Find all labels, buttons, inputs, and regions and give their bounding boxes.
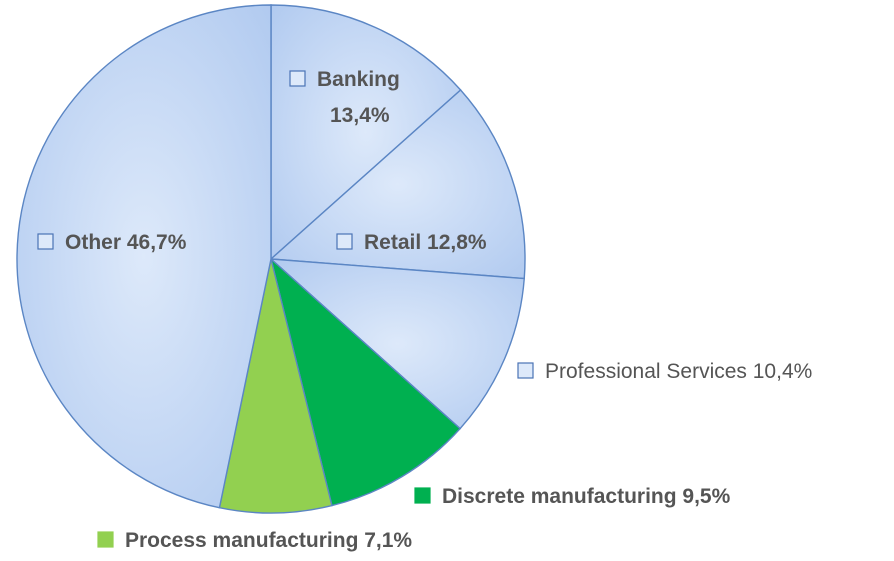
legend-swatch (414, 487, 431, 504)
pie-slice-banking (270, 4, 462, 261)
pie-slice-professional-services (268, 258, 526, 430)
label-banking: Banking 13,4% (289, 68, 400, 127)
label-retail: Retail 12,8% (336, 231, 487, 254)
slice-label: Other 46,7% (65, 231, 187, 254)
legend-swatch (37, 233, 54, 250)
legend-swatch (97, 531, 114, 548)
slice-label: Process manufacturing 7,1% (125, 529, 412, 552)
legend-swatch (517, 362, 534, 379)
pie-slice-retail (269, 89, 526, 280)
pie-slice-other (16, 4, 272, 509)
slice-label: Retail 12,8% (364, 231, 487, 254)
pie-labels: Banking 13,4% Retail 12,8% Professional Ser… (37, 68, 812, 552)
pie-slices (16, 4, 526, 514)
label-process-manufacturing: Process manufacturing 7,1% (97, 529, 412, 552)
slice-label-name: Banking (317, 68, 400, 91)
label-discrete-manufacturing: Discrete manufacturing 9,5% (414, 485, 731, 508)
slice-label: Professional Services 10,4% (545, 360, 812, 383)
legend-swatch (336, 233, 353, 250)
pie-slice-process-manufacturing (218, 258, 333, 514)
pie-slice-discrete-manufacturing (269, 256, 462, 507)
label-other: Other 46,7% (37, 231, 187, 254)
slice-label-value: 13,4% (330, 104, 390, 127)
slice-label: Discrete manufacturing 9,5% (442, 485, 731, 508)
legend-swatch (289, 70, 306, 87)
label-professional-services: Professional Services 10,4% (517, 360, 812, 383)
